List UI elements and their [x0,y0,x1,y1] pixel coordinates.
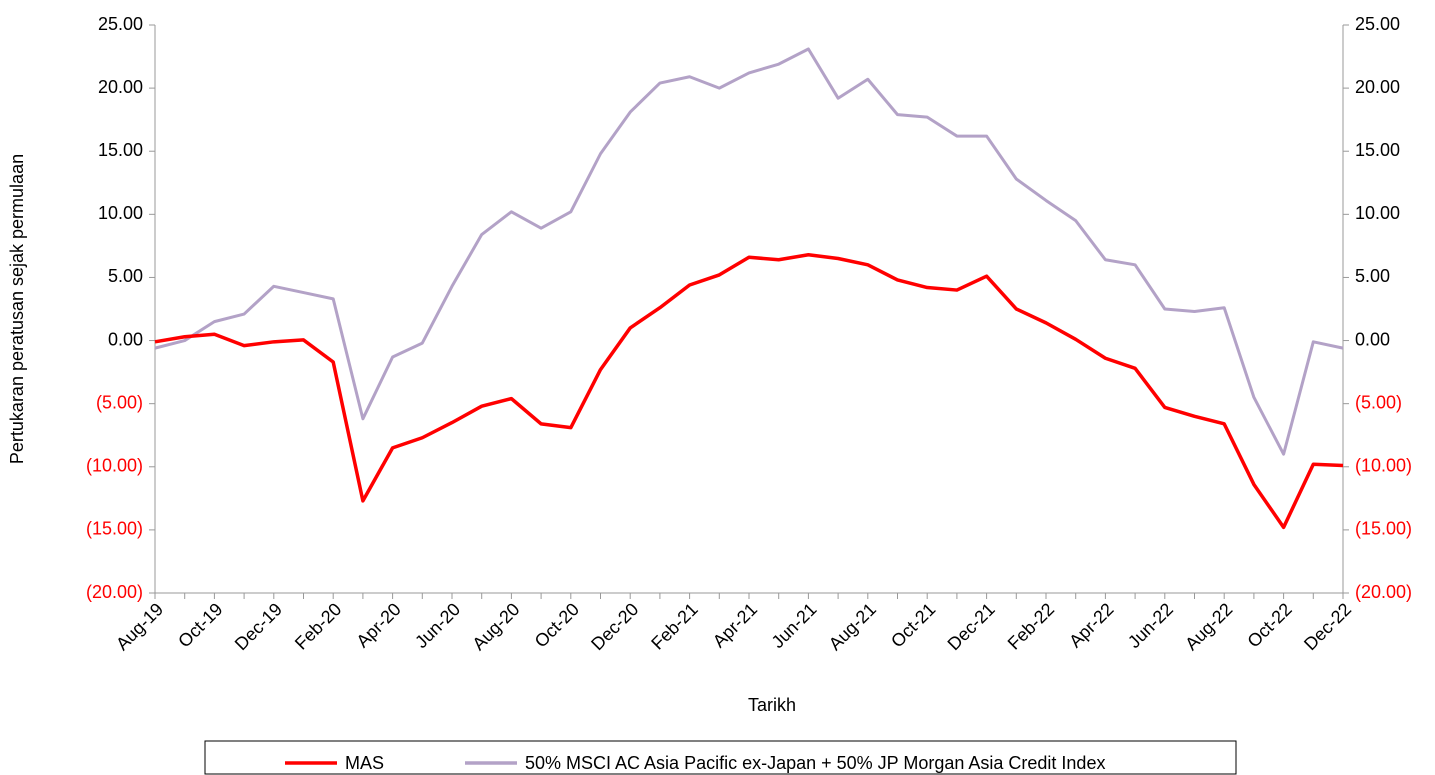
series-line [154,252,1344,530]
x-tick-label: Feb-21 [647,599,701,653]
y2-tick-label: (5.00) [1355,392,1402,412]
y-axis-title: Pertukaran peratusan sejak permulaan [7,154,27,464]
x-tick-label: Dec-20 [587,599,642,654]
x-tick-label: Oct-21 [887,599,939,651]
y-tick-label: 15.00 [98,140,143,160]
y-tick-label: 10.00 [98,203,143,223]
y2-tick-label: (10.00) [1355,456,1412,476]
x-tick-label: Apr-21 [709,599,761,651]
y2-tick-label: 15.00 [1355,140,1400,160]
x-tick-label: Feb-20 [291,599,345,653]
y-tick-label: (5.00) [96,392,143,412]
legend-box [204,740,1237,775]
x-tick-label: Feb-22 [1004,599,1058,653]
y2-tick-label: 20.00 [1355,77,1400,97]
legend-label: 50% MSCI AC Asia Pacific ex-Japan + 50% … [525,753,1105,773]
y-tick-label: 0.00 [108,329,143,349]
legend-label: MAS [345,753,384,773]
x-tick-label: Apr-20 [352,599,404,651]
y-tick-label: (10.00) [86,456,143,476]
x-tick-label: Aug-22 [1181,599,1236,654]
x-axis-title: Tarikh [748,695,796,715]
y-tick-label: 5.00 [108,266,143,286]
y-tick-label: (15.00) [86,519,143,539]
y2-tick-label: 10.00 [1355,203,1400,223]
x-tick-label: Apr-22 [1065,599,1117,651]
x-tick-label: Aug-21 [825,599,880,654]
x-tick-label: Dec-19 [231,599,286,654]
y2-tick-label: 0.00 [1355,329,1390,349]
x-tick-label: Dec-21 [944,599,999,654]
x-tick-label: Oct-19 [174,599,226,651]
x-tick-label: Jun-20 [411,599,464,652]
x-tick-label: Oct-22 [1243,599,1295,651]
y2-tick-label: (20.00) [1355,582,1412,602]
y-tick-label: 25.00 [98,14,143,34]
x-tick-label: Aug-19 [112,599,167,654]
x-tick-label: Jun-22 [1124,599,1177,652]
x-tick-label: Dec-22 [1300,599,1355,654]
y2-tick-label: 5.00 [1355,266,1390,286]
y-tick-label: (20.00) [86,582,143,602]
y-tick-label: 20.00 [98,77,143,97]
x-tick-label: Jun-21 [768,599,821,652]
y2-tick-label: (15.00) [1355,519,1412,539]
x-tick-label: Oct-20 [531,599,583,651]
y2-tick-label: 25.00 [1355,14,1400,34]
x-tick-label: Aug-20 [468,599,523,654]
series-line [154,47,1344,456]
